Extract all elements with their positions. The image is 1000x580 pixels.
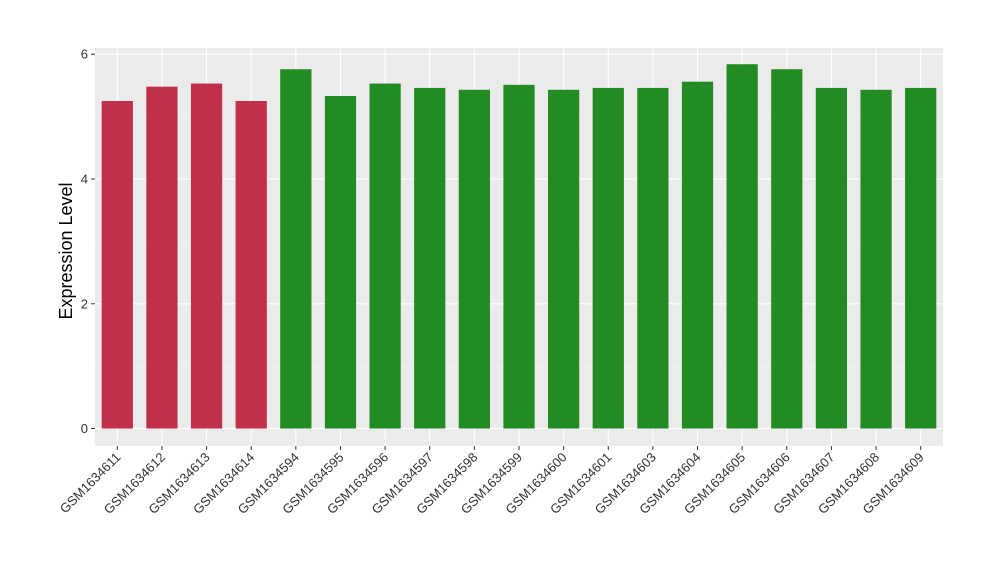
bar xyxy=(324,96,357,429)
y-tick-label: 0 xyxy=(81,421,88,436)
bar xyxy=(280,69,312,429)
bar xyxy=(190,83,223,429)
bar xyxy=(458,89,490,429)
bar xyxy=(235,101,267,429)
bar xyxy=(548,89,580,429)
bar xyxy=(771,69,803,429)
bar xyxy=(905,87,937,429)
y-tick-label: 2 xyxy=(81,296,88,311)
bar xyxy=(369,83,401,429)
bar xyxy=(146,86,178,429)
y-axis: 0 2 4 6 xyxy=(81,47,95,436)
bar xyxy=(860,89,892,429)
y-axis-title: Expression Level xyxy=(56,182,76,319)
bar xyxy=(637,87,669,429)
bar xyxy=(726,64,758,429)
x-axis: GSM1634611GSM1634612GSM1634613GSM1634614… xyxy=(57,446,927,517)
bar xyxy=(503,84,535,429)
bar xyxy=(101,101,133,429)
bar xyxy=(592,87,624,429)
bar xyxy=(414,87,446,429)
bar xyxy=(681,81,714,429)
bar xyxy=(815,87,848,429)
bars xyxy=(101,64,937,429)
y-tick-label: 4 xyxy=(81,172,88,187)
y-tick-label: 6 xyxy=(81,47,88,62)
